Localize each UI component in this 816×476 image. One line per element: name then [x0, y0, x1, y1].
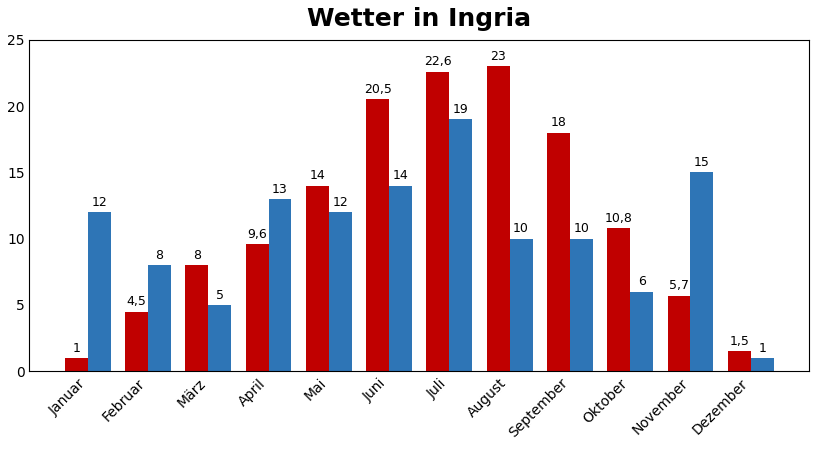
Text: 13: 13 [273, 183, 288, 196]
Title: Wetter in Ingria: Wetter in Ingria [307, 7, 531, 31]
Text: 19: 19 [453, 103, 468, 116]
Text: 22,6: 22,6 [424, 55, 452, 69]
Text: 1: 1 [73, 342, 80, 355]
Text: 5,7: 5,7 [669, 279, 689, 292]
Text: 18: 18 [551, 116, 566, 129]
Text: 12: 12 [332, 196, 348, 209]
Bar [306, 186, 329, 371]
Bar [125, 312, 148, 371]
Text: 23: 23 [490, 50, 506, 63]
Text: 9,6: 9,6 [247, 228, 267, 241]
Bar [427, 72, 450, 371]
Text: 15: 15 [694, 156, 710, 169]
Text: 4,5: 4,5 [126, 295, 147, 308]
Bar [88, 212, 111, 371]
Bar [246, 244, 268, 371]
Bar [547, 133, 570, 371]
Bar [751, 358, 774, 371]
Bar [486, 66, 510, 371]
Bar [630, 292, 653, 371]
Bar [510, 238, 533, 371]
Text: 14: 14 [392, 169, 409, 182]
Bar [450, 119, 472, 371]
Text: 1: 1 [758, 342, 766, 355]
Text: 1,5: 1,5 [730, 335, 749, 348]
Bar [570, 238, 592, 371]
Text: 20,5: 20,5 [364, 83, 392, 96]
Bar [690, 172, 713, 371]
Bar [64, 358, 88, 371]
Text: 8: 8 [156, 249, 163, 262]
Bar [185, 265, 208, 371]
Text: 6: 6 [637, 276, 645, 288]
Bar [607, 228, 630, 371]
Bar [268, 199, 291, 371]
Text: 8: 8 [193, 249, 201, 262]
Bar [366, 99, 389, 371]
Text: 10: 10 [574, 222, 589, 236]
Text: 5: 5 [215, 288, 224, 302]
Bar [389, 186, 412, 371]
Text: 10: 10 [513, 222, 529, 236]
Bar [208, 305, 231, 371]
Text: 14: 14 [309, 169, 326, 182]
Text: 12: 12 [91, 196, 107, 209]
Bar [148, 265, 171, 371]
Bar [329, 212, 352, 371]
Text: 10,8: 10,8 [605, 212, 632, 225]
Bar [728, 351, 751, 371]
Bar [667, 296, 690, 371]
